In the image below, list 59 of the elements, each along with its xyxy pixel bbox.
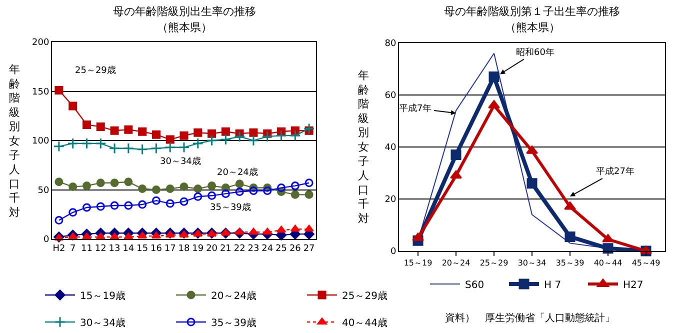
x-tick-label: 11 (81, 244, 92, 254)
annotation: 30～34歳 (160, 156, 201, 167)
legend-label: H27 (623, 280, 644, 291)
annotation: 35～39歳 (210, 202, 251, 213)
annotation: 昭和60年 (516, 47, 554, 58)
legend-label: H 7 (544, 280, 562, 291)
chart-title: 母の年齢階級別出生率の推移 (113, 5, 256, 18)
y-tick-label: 40 (384, 143, 396, 154)
annotation: 25～29歳 (75, 65, 116, 76)
x-tick-label: 21 (220, 244, 232, 254)
x-tick-label: 45～49 (632, 258, 660, 268)
x-tick-label: 13 (108, 244, 120, 254)
x-tick-label: 24 (262, 244, 274, 254)
legend-label: S60 (465, 280, 484, 291)
x-tick-label: 22 (234, 244, 246, 254)
x-tick-label: 40～44 (594, 258, 622, 268)
x-tick-label: 20～24 (442, 258, 470, 268)
text: 資料） 厚生労働省「人口動態統計」 (445, 312, 615, 324)
legend-label: 20～24歳 (211, 290, 256, 302)
x-tick-label: 30～34 (518, 258, 546, 268)
legend-label: 30～34歳 (80, 316, 126, 329)
legend-label: 15～19歳 (80, 290, 126, 302)
x-tick-label: 20 (206, 244, 218, 254)
x-tick-label: 15～19 (404, 258, 432, 268)
x-tick-label: 16 (150, 244, 162, 254)
x-tick-label: 35～39 (556, 258, 584, 268)
chart-subtitle: （熊本県） (157, 21, 212, 34)
x-tick-label: 25～29 (480, 258, 508, 268)
x-tick-label: 14 (122, 244, 134, 254)
annotation: 平成27年 (596, 166, 634, 177)
x-tick-label: 17 (164, 244, 176, 254)
y-tick-label: 0 (43, 235, 50, 246)
legend-label: 35～39歳 (211, 316, 256, 329)
chart-title: 母の年齢階級別第１子出生率の推移 (444, 5, 620, 18)
y-tick-label: 80 (384, 39, 396, 50)
chart-subtitle: （熊本県） (505, 21, 560, 34)
x-tick-label: 19 (192, 244, 204, 254)
x-tick-label: 25 (276, 244, 287, 254)
x-tick-label: 12 (94, 244, 106, 254)
x-tick-label: 27 (303, 244, 315, 254)
x-tick-label: 18 (178, 244, 190, 254)
text: 年齢階級別女子人口千対 (358, 69, 369, 225)
y-tick-label: 150 (32, 87, 50, 98)
x-tick-label: 7 (70, 244, 76, 254)
y-tick-label: 50 (38, 186, 50, 196)
x-tick-label: 15 (136, 244, 148, 254)
legend-label: 40～44歳 (342, 316, 388, 329)
y-tick-label: 0 (390, 247, 396, 258)
y-tick-label: 200 (32, 38, 50, 48)
x-tick-label: 26 (289, 244, 302, 254)
annotation: 20～24歳 (217, 167, 258, 178)
text: 年齢階級別女子人口千対 (9, 63, 20, 219)
x-tick-label: 23 (248, 244, 260, 254)
y-tick-label: 60 (384, 91, 396, 102)
y-tick-label: 100 (32, 136, 50, 147)
legend-label: 25～29歳 (342, 290, 388, 302)
annotation: 平成7年 (399, 103, 432, 114)
y-tick-label: 20 (384, 195, 396, 206)
x-tick-label: H2 (52, 244, 66, 254)
